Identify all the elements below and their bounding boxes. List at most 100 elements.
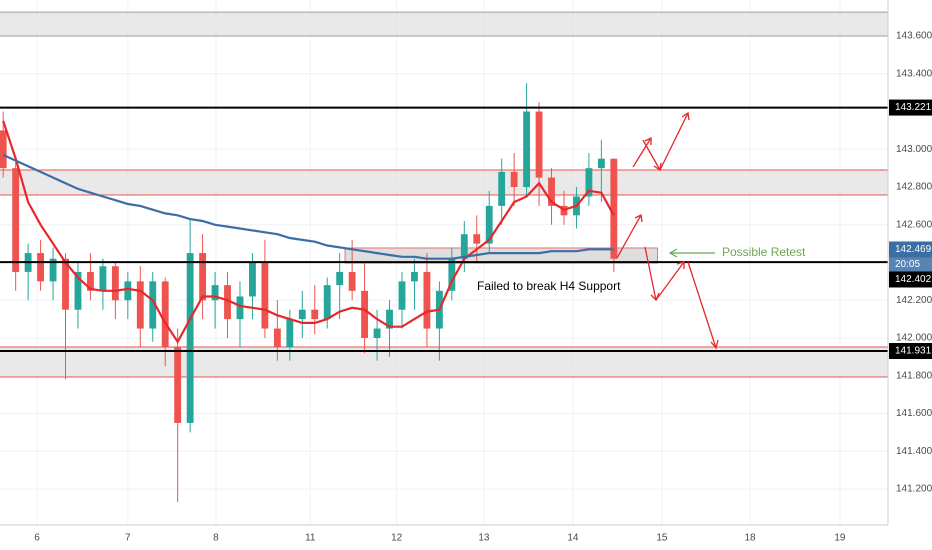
candle-body — [323, 285, 331, 320]
arrow-head — [676, 261, 685, 269]
x-tick-label: 15 — [656, 533, 668, 544]
candle-body — [0, 130, 7, 169]
y-tick-label: 143.400 — [896, 68, 932, 79]
level-label: 143.221 — [895, 102, 932, 113]
candle-body — [186, 253, 194, 423]
level-label-box — [889, 343, 932, 360]
x-tick-label: 8 — [213, 533, 219, 544]
candle-body — [610, 158, 618, 259]
candle-body — [111, 266, 119, 301]
candle-body — [136, 281, 144, 329]
candle-body — [373, 328, 381, 338]
x-tick-label: 18 — [744, 533, 756, 544]
candle-body — [211, 285, 219, 301]
y-tick-label: 143.600 — [896, 31, 932, 42]
arrow — [632, 137, 652, 168]
candle-body — [286, 319, 294, 348]
x-tick-label: 12 — [391, 533, 403, 544]
annotation: Possible Retest — [722, 245, 806, 259]
level-label-box — [889, 99, 932, 116]
candle-body — [37, 253, 45, 282]
zone — [0, 12, 888, 37]
level-label-box — [889, 271, 932, 288]
x-tick-label: 11 — [305, 533, 316, 544]
moving-average — [2, 120, 615, 344]
y-tick-label: 142.200 — [896, 295, 932, 306]
countdown: 20:05 — [895, 259, 920, 270]
candle-body — [149, 281, 157, 329]
candle-body — [174, 347, 182, 423]
candle-body — [161, 281, 169, 348]
candle-body — [87, 271, 94, 291]
candle-body — [510, 171, 518, 188]
y-tick-label: 142.000 — [896, 333, 932, 344]
price-label-box — [889, 241, 932, 258]
x-tick-label: 14 — [567, 533, 579, 544]
y-tick-label: 142.600 — [896, 219, 932, 230]
candle-body — [585, 168, 593, 197]
candle-body — [298, 309, 306, 320]
candle-body — [236, 296, 244, 320]
y-tick-label: 141.400 — [896, 446, 932, 457]
candle-body — [548, 177, 555, 206]
y-tick-label: 141.600 — [896, 408, 932, 419]
moving-average — [2, 153, 614, 260]
arrow — [644, 246, 657, 301]
arrow-head — [681, 111, 690, 121]
candle-body — [361, 290, 369, 338]
candle-body — [249, 262, 256, 297]
candle-body — [535, 111, 543, 178]
price-label: 142.469 — [895, 244, 932, 255]
candle-body — [448, 258, 456, 291]
candle-body — [423, 271, 431, 329]
x-tick-label: 19 — [834, 533, 846, 544]
candle-body — [124, 281, 132, 301]
zone — [0, 347, 888, 378]
arrow-head — [644, 136, 652, 145]
candle-body — [386, 309, 393, 329]
arrow-head — [668, 248, 678, 258]
candle-body — [74, 271, 82, 310]
candle-body — [498, 171, 506, 206]
candle-body — [99, 266, 107, 291]
candle-body — [597, 158, 605, 169]
candle-body — [348, 271, 356, 291]
candle-body — [49, 258, 57, 282]
retest-arrow — [668, 248, 715, 258]
candle-body — [273, 328, 281, 348]
countdown-box — [889, 257, 932, 272]
candle-body — [523, 111, 531, 188]
y-tick-label: 143.000 — [896, 144, 932, 155]
arrow — [616, 214, 642, 259]
candle-body — [224, 285, 231, 320]
arrows — [616, 111, 719, 350]
annotation: Failed to break H4 Support — [477, 279, 621, 293]
candle-body — [398, 281, 406, 310]
candle-body — [473, 234, 481, 244]
zone — [0, 170, 888, 195]
arrow — [659, 112, 689, 171]
arrow — [642, 139, 661, 171]
candle-body — [199, 253, 207, 301]
level-label: 142.402 — [895, 274, 932, 285]
candle-body — [261, 262, 269, 329]
candle-body — [460, 234, 468, 259]
x-tick-label: 13 — [478, 533, 490, 544]
candle-body — [62, 258, 69, 310]
candle-body — [485, 205, 493, 244]
candle-body — [411, 271, 418, 282]
x-tick-label: 7 — [125, 533, 131, 544]
candle-body — [12, 168, 20, 272]
y-tick-label: 141.200 — [896, 484, 932, 495]
arrow — [687, 261, 717, 349]
arrow-head — [634, 214, 643, 223]
arrow-head — [710, 339, 719, 350]
y-tick-label: 141.800 — [896, 370, 932, 381]
y-tick-label: 142.800 — [896, 182, 932, 193]
candle-body — [311, 309, 319, 320]
candle-body — [336, 271, 344, 286]
x-tick-label: 6 — [34, 533, 40, 544]
level-label: 141.931 — [895, 346, 932, 357]
